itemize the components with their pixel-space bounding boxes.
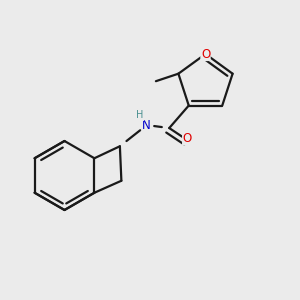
Text: O: O: [201, 47, 210, 61]
Text: O: O: [183, 132, 192, 145]
Text: H: H: [136, 110, 144, 121]
Text: N: N: [142, 118, 151, 132]
